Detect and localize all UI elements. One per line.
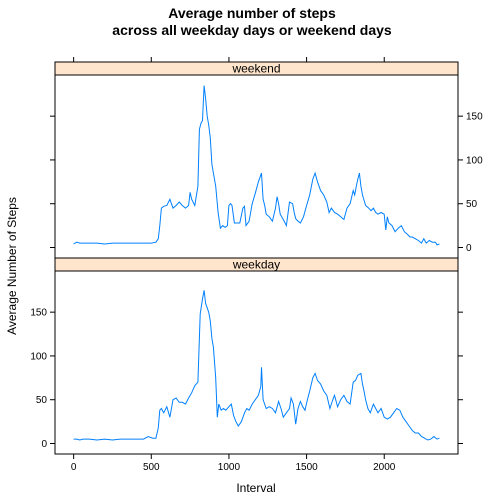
chart-title: Average number of steps (168, 5, 336, 21)
y-tick-label-weekend-150: 150 (466, 112, 483, 123)
x-tick-label-1000: 1000 (218, 462, 241, 473)
y-tick-label-weekday-100: 100 (30, 351, 47, 362)
panels: weekend weekday (54, 61, 459, 455)
y-tick-label-weekend-100: 100 (466, 155, 483, 166)
y-tick-label-weekday-50: 50 (36, 395, 48, 406)
x-tick-label-2000: 2000 (373, 462, 396, 473)
panel-weekday: weekday (54, 257, 459, 455)
panel-border-weekend (54, 74, 459, 259)
y-tick-label-weekday-0: 0 (41, 439, 47, 450)
y-tick-label-weekend-0: 0 (466, 243, 472, 254)
chart-subtitle: across all weekday days or weekend days (112, 22, 392, 38)
strip-label-weekday: weekday (232, 258, 280, 272)
x-tick-label-500: 500 (143, 462, 160, 473)
x-axis-label: Interval (236, 481, 275, 495)
y-tick-label-weekend-50: 50 (466, 199, 478, 210)
x-tick-label-1500: 1500 (295, 462, 318, 473)
series-line-weekend (73, 85, 440, 246)
strip-label-weekend: weekend (231, 62, 280, 76)
y-tick-label-weekday-150: 150 (30, 308, 47, 319)
x-tick-label-0: 0 (71, 462, 77, 473)
panel-weekend: weekend (54, 61, 459, 259)
y-axis-label: Average Number of Steps (5, 197, 19, 335)
series-line-weekday (73, 290, 440, 441)
panel-border-weekday (54, 270, 459, 455)
